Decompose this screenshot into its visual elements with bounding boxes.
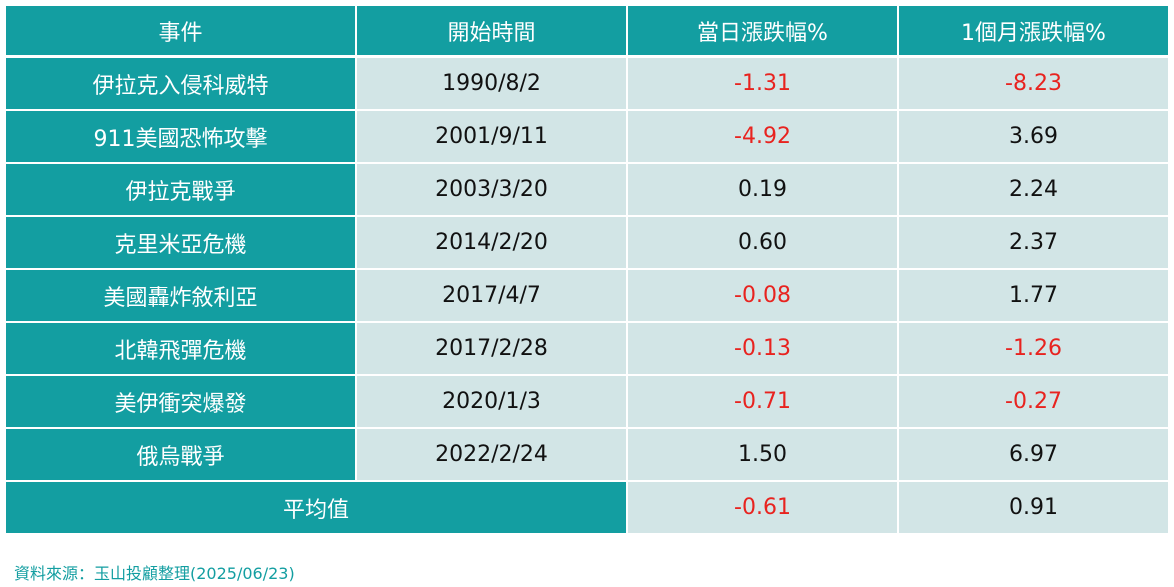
event-name-cell: 克里米亞危機 <box>6 217 357 270</box>
table-row: 美伊衝突爆發 2020/1/3 -0.71 -0.27 <box>6 376 1168 429</box>
day-change-cell: 0.60 <box>628 217 899 270</box>
month-change-cell: 2.37 <box>899 217 1168 270</box>
average-month-change-cell: 0.91 <box>899 482 1168 535</box>
day-change-cell: -4.92 <box>628 111 899 164</box>
day-change-cell: -1.31 <box>628 58 899 111</box>
header-month-change: 1個月漲跌幅% <box>899 6 1168 58</box>
month-change-cell: -8.23 <box>899 58 1168 111</box>
month-change-cell: -0.27 <box>899 376 1168 429</box>
month-change-cell: 6.97 <box>899 429 1168 482</box>
table-row: 911美國恐怖攻擊 2001/9/11 -4.92 3.69 <box>6 111 1168 164</box>
table-row: 伊拉克入侵科威特 1990/8/2 -1.31 -8.23 <box>6 58 1168 111</box>
event-name-cell: 俄烏戰爭 <box>6 429 357 482</box>
table-row: 俄烏戰爭 2022/2/24 1.50 6.97 <box>6 429 1168 482</box>
average-label-cell: 平均值 <box>6 482 628 535</box>
event-name-cell: 伊拉克入侵科威特 <box>6 58 357 111</box>
event-name-cell: 911美國恐怖攻擊 <box>6 111 357 164</box>
day-change-cell: -0.13 <box>628 323 899 376</box>
month-change-cell: -1.26 <box>899 323 1168 376</box>
day-change-cell: -0.08 <box>628 270 899 323</box>
start-date-cell: 2001/9/11 <box>357 111 628 164</box>
source-note: 資料來源：玉山投顧整理(2025/06/23) <box>14 564 295 583</box>
table-row: 伊拉克戰爭 2003/3/20 0.19 2.24 <box>6 164 1168 217</box>
event-name-cell: 美國轟炸敘利亞 <box>6 270 357 323</box>
month-change-cell: 3.69 <box>899 111 1168 164</box>
average-day-change-cell: -0.61 <box>628 482 899 535</box>
start-date-cell: 2017/4/7 <box>357 270 628 323</box>
header-event: 事件 <box>6 6 357 58</box>
table-body: 伊拉克入侵科威特 1990/8/2 -1.31 -8.23 911美國恐怖攻擊 2001/… <box>6 58 1168 535</box>
average-row: 平均值 -0.61 0.91 <box>6 482 1168 535</box>
start-date-cell: 2017/2/28 <box>357 323 628 376</box>
market-reaction-table: 事件 開始時間 當日漲跌幅% 1個月漲跌幅% 伊拉克入侵科威特 1990/8/2-… <box>6 6 1168 535</box>
table-row: 美國轟炸敘利亞 2017/4/7 -0.08 1.77 <box>6 270 1168 323</box>
header-day-change: 當日漲跌幅% <box>628 6 899 58</box>
header-start-date: 開始時間 <box>357 6 628 58</box>
month-change-cell: 1.77 <box>899 270 1168 323</box>
start-date-cell: 2014/2/20 <box>357 217 628 270</box>
day-change-cell: 1.50 <box>628 429 899 482</box>
table-row: 北韓飛彈危機 2017/2/28 -0.13 -1.26 <box>6 323 1168 376</box>
day-change-cell: 0.19 <box>628 164 899 217</box>
start-date-cell: 2020/1/3 <box>357 376 628 429</box>
start-date-cell: 1990/8/2 <box>357 58 628 111</box>
event-name-cell: 北韓飛彈危機 <box>6 323 357 376</box>
table-header-row: 事件 開始時間 當日漲跌幅% 1個月漲跌幅% <box>6 6 1168 58</box>
start-date-cell: 2022/2/24 <box>357 429 628 482</box>
market-reaction-table-container: 事件 開始時間 當日漲跌幅% 1個月漲跌幅% 伊拉克入侵科威特 1990/8/2-… <box>6 6 1168 535</box>
day-change-cell: -0.71 <box>628 376 899 429</box>
start-date-cell: 2003/3/20 <box>357 164 628 217</box>
event-name-cell: 伊拉克戰爭 <box>6 164 357 217</box>
table-row: 克里米亞危機 2014/2/20 0.60 2.37 <box>6 217 1168 270</box>
event-name-cell: 美伊衝突爆發 <box>6 376 357 429</box>
month-change-cell: 2.24 <box>899 164 1168 217</box>
